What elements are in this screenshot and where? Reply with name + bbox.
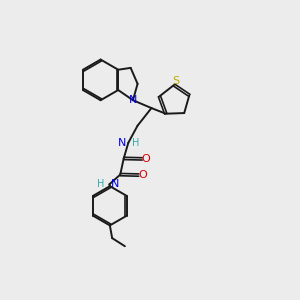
Text: O: O — [138, 170, 147, 180]
Text: N: N — [129, 95, 137, 105]
Text: N: N — [118, 138, 126, 148]
Text: H: H — [133, 138, 140, 148]
Text: H: H — [98, 178, 105, 189]
Text: O: O — [142, 154, 150, 164]
Text: S: S — [172, 76, 179, 86]
Text: N: N — [111, 178, 119, 189]
